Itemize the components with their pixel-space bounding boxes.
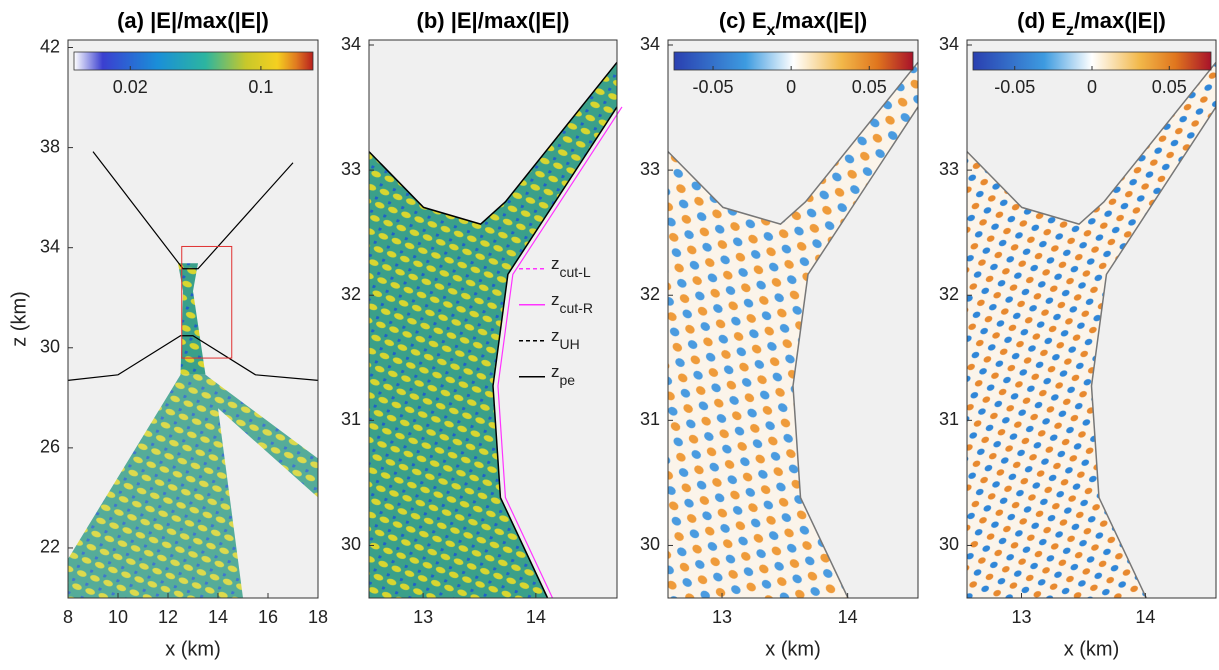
y-tick-label: 34: [341, 34, 361, 54]
y-tick-label: 32: [341, 284, 361, 304]
legend-subscript: cut-R: [560, 299, 593, 315]
colorbar-tick-label: 0: [1087, 77, 1097, 97]
panel-title: (c) Ex/max(|E|): [719, 8, 867, 39]
y-axis-label: z (km): [8, 291, 30, 347]
y-tick-label: 22: [40, 537, 60, 557]
x-tick-label: 16: [258, 607, 278, 627]
legend-name: z: [551, 290, 560, 309]
title-text: (b) |E|/max(|E|): [417, 8, 570, 33]
x-tick-label: 8: [63, 607, 73, 627]
colorbar-tick-label: 0.05: [852, 77, 887, 97]
x-tick-label: 10: [108, 607, 128, 627]
x-axis-label: x (km): [1064, 638, 1120, 660]
x-tick-label: 13: [1011, 607, 1031, 627]
x-tick-label: 14: [208, 607, 228, 627]
y-tick-label: 33: [341, 159, 361, 179]
x-tick-label: 18: [308, 607, 328, 627]
panel-title: (a) |E|/max(|E|): [117, 8, 269, 33]
y-tick-label: 32: [939, 284, 959, 304]
title-text: (a) |E|/max(|E|): [117, 8, 269, 33]
title-text: /max(|E|): [775, 8, 867, 33]
x-tick-label: 13: [712, 607, 732, 627]
legend-subscript: UH: [560, 335, 580, 351]
legend-subscript: cut-L: [560, 263, 591, 279]
panel-title: (d) Ez/max(|E|): [1017, 8, 1166, 39]
colorbar-tick-label: -0.05: [994, 77, 1035, 97]
title-text: /max(|E|): [1074, 8, 1166, 33]
title-subscript: x: [767, 22, 776, 39]
colorbar: [74, 52, 313, 70]
y-tick-label: 34: [939, 34, 959, 54]
x-axis-label: x (km): [765, 638, 821, 660]
legend-name: z: [551, 362, 560, 381]
colorbar-tick-label: 0: [786, 77, 796, 97]
y-tick-label: 34: [40, 236, 60, 256]
x-axis-label: x (km): [165, 638, 221, 660]
y-tick-label: 31: [939, 409, 959, 429]
x-tick-label: 14: [838, 607, 858, 627]
x-tick-label: 14: [526, 607, 546, 627]
y-tick-label: 33: [640, 159, 660, 179]
y-tick-label: 42: [40, 36, 60, 56]
y-tick-label: 30: [640, 534, 660, 554]
legend-subscript: pe: [560, 371, 576, 387]
colorbar-tick-label: 0.1: [248, 77, 273, 97]
y-tick-label: 30: [341, 534, 361, 554]
y-tick-label: 33: [939, 159, 959, 179]
title-subscript: z: [1066, 22, 1074, 39]
x-tick-label: 14: [1135, 607, 1155, 627]
y-tick-label: 38: [40, 136, 60, 156]
legend-name: z: [551, 254, 560, 273]
title-text: (d) E: [1017, 8, 1066, 33]
colorbar-tick-label: -0.05: [693, 77, 734, 97]
figure: 8 10 12 14 16 18 22 26 30 34 38 42 x (km) z (km) (a) |…: [0, 0, 1219, 670]
legend-name: z: [551, 326, 560, 345]
y-tick-label: 31: [341, 409, 361, 429]
x-tick-label: 13: [413, 607, 433, 627]
y-tick-label: 26: [40, 437, 60, 457]
title-text: (c) E: [719, 8, 767, 33]
x-tick-label: 12: [158, 607, 178, 627]
y-tick-label: 31: [640, 409, 660, 429]
y-tick-label: 30: [40, 337, 60, 357]
colorbar-tick-label: 0.05: [1152, 77, 1187, 97]
panel-title: (b) |E|/max(|E|): [417, 8, 570, 33]
y-tick-label: 32: [640, 284, 660, 304]
colorbar: [674, 52, 913, 70]
colorbar-tick-label: 0.02: [113, 77, 148, 97]
y-tick-label: 30: [939, 534, 959, 554]
y-tick-label: 34: [640, 34, 660, 54]
